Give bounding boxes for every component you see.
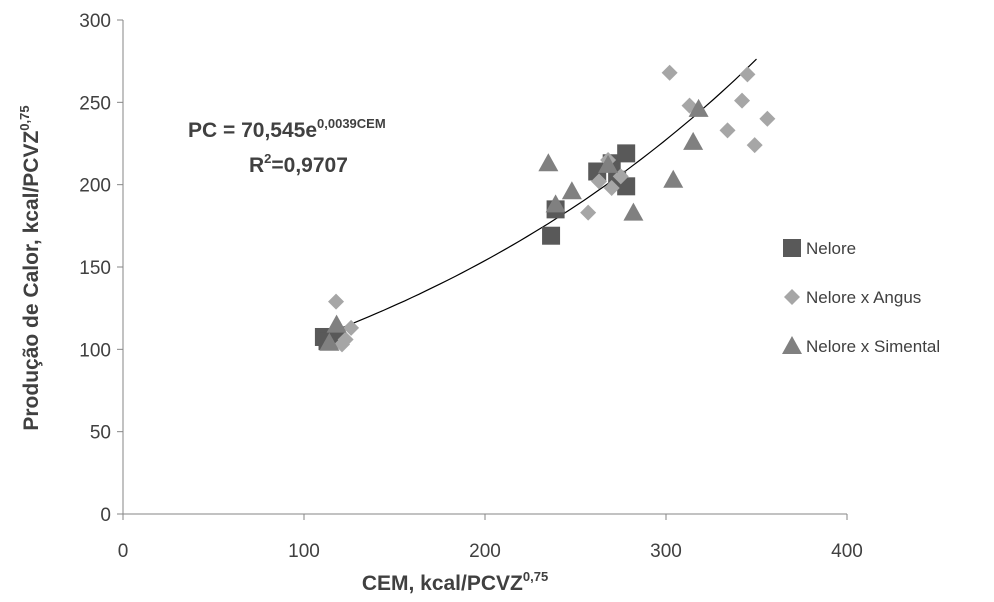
point: [319, 332, 340, 351]
point: [746, 137, 763, 154]
legend-marker: [782, 336, 802, 354]
point: [661, 64, 678, 81]
point: [542, 226, 561, 245]
r-squared-base: R: [249, 154, 264, 177]
trendline: [325, 58, 757, 335]
y-tick-label: 250: [79, 93, 111, 114]
point: [337, 331, 354, 348]
legend-label: Nelore: [806, 239, 856, 258]
point: [663, 169, 684, 188]
x-tick-label: 0: [118, 541, 129, 562]
point: [623, 202, 644, 221]
y-axis-label-text: Produção de Calor, kcal/PCVZ: [20, 131, 43, 431]
x-axis-label-sup: 0,75: [523, 569, 548, 584]
point: [538, 153, 559, 172]
legend-marker: [784, 289, 800, 305]
y-tick-label: 200: [79, 176, 111, 197]
y-axis-label: Produção de Calor, kcal/PCVZ0,75: [17, 105, 43, 430]
y-tick-label: 0: [100, 505, 111, 526]
point: [739, 66, 756, 83]
point: [603, 179, 620, 196]
equation: PC = 70,545e0,0039CEM: [188, 116, 386, 142]
r-squared-value: =0,9707: [271, 154, 348, 177]
x-tick-label: 300: [650, 541, 682, 562]
x-axis-label-text: CEM, kcal/PCVZ: [362, 572, 523, 595]
y-tick-label: 300: [79, 11, 111, 32]
point: [343, 319, 360, 336]
point: [561, 181, 582, 200]
point: [734, 92, 751, 109]
point: [598, 154, 619, 173]
point: [591, 173, 608, 190]
point: [580, 204, 597, 221]
point: [683, 131, 704, 150]
point: [719, 122, 736, 139]
equation-text: PC = 70,545e: [188, 119, 317, 142]
y-tick-label: 50: [90, 423, 111, 444]
y-tick-label: 150: [79, 258, 111, 279]
point: [545, 194, 566, 213]
point: [759, 110, 776, 127]
legend-label: Nelore x Simental: [806, 337, 940, 356]
x-axis-label: CEM, kcal/PCVZ0,75: [362, 569, 548, 595]
y-axis-label-sup: 0,75: [17, 105, 32, 130]
legend-marker: [783, 239, 801, 257]
point: [328, 293, 345, 310]
x-tick-label: 100: [288, 541, 320, 562]
r-squared: R2=0,9707: [249, 151, 348, 177]
point: [326, 314, 347, 333]
point: [688, 98, 709, 117]
x-tick-label: 200: [469, 541, 501, 562]
legend-label: Nelore x Angus: [806, 288, 921, 307]
equation-sup: 0,0039CEM: [317, 116, 386, 131]
y-tick-label: 100: [79, 340, 111, 361]
point: [617, 144, 636, 163]
x-tick-label: 400: [831, 541, 863, 562]
r-squared-sup: 2: [264, 151, 271, 166]
